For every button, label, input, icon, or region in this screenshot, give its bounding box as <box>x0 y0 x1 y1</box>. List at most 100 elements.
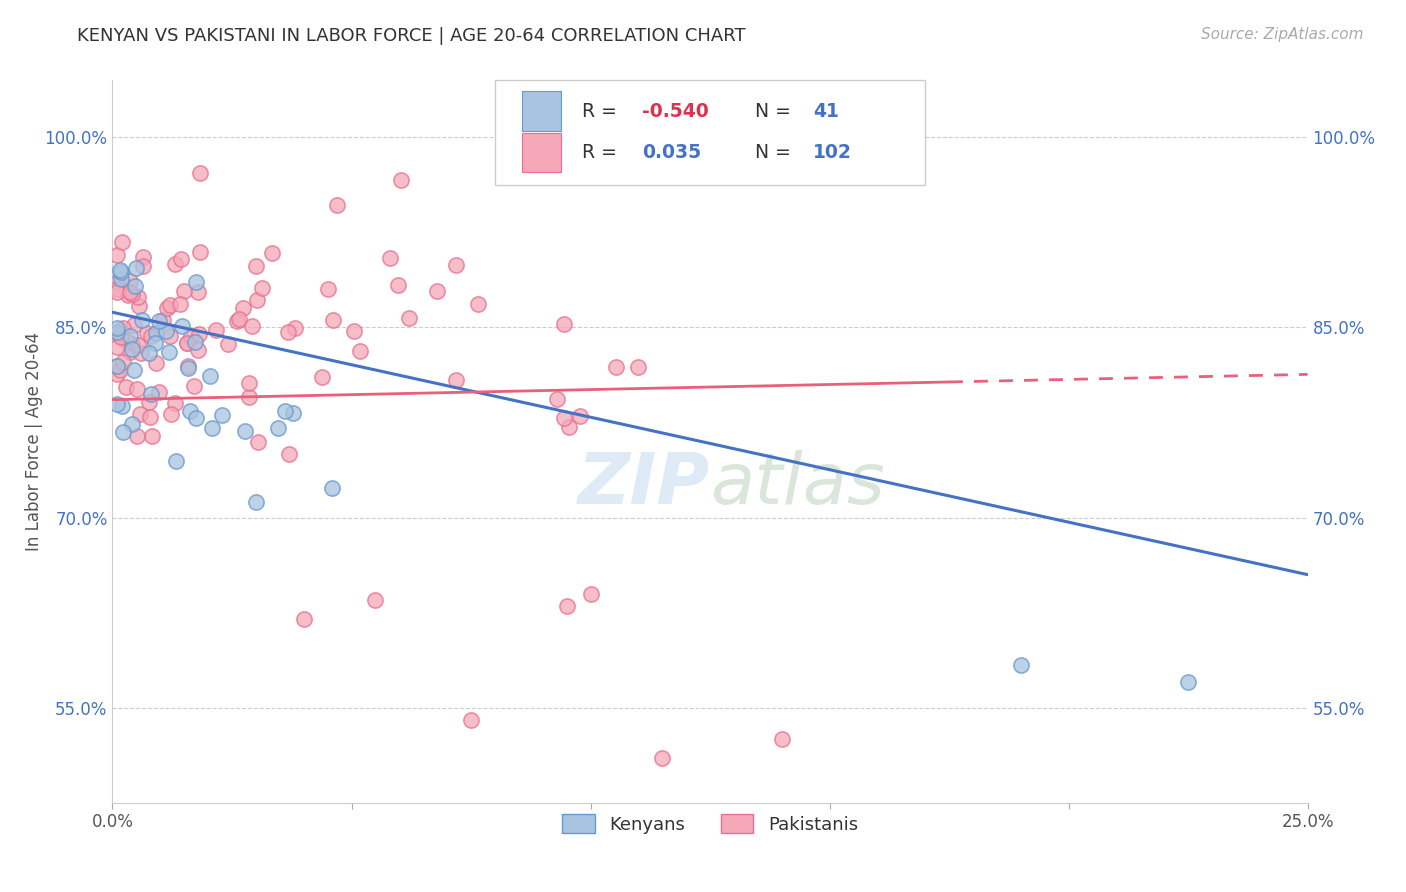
Point <box>159 328 181 343</box>
Point <box>186 411 208 425</box>
Point <box>467 297 489 311</box>
Point <box>117 288 139 302</box>
Point <box>267 420 290 434</box>
Point <box>120 285 142 299</box>
Point <box>277 447 299 461</box>
Point <box>121 342 143 356</box>
Point <box>233 424 256 438</box>
Point <box>292 612 315 626</box>
Point <box>205 323 228 337</box>
Point <box>105 396 128 410</box>
Text: 102: 102 <box>813 143 852 162</box>
Point <box>110 271 132 285</box>
Point <box>378 251 401 265</box>
Point <box>122 363 145 377</box>
Text: N =: N = <box>755 102 797 120</box>
Point <box>105 359 128 374</box>
Point <box>110 330 132 344</box>
Point <box>120 344 142 359</box>
Point <box>120 274 142 288</box>
Point <box>121 287 143 301</box>
Point <box>105 285 128 299</box>
Point <box>135 326 157 340</box>
Point <box>157 344 180 359</box>
Point <box>245 495 267 509</box>
Point <box>311 369 333 384</box>
Point <box>118 328 141 343</box>
Point <box>139 329 162 343</box>
Point <box>169 252 191 266</box>
Point <box>188 167 211 181</box>
Point <box>145 356 167 370</box>
Point <box>117 334 139 348</box>
Point <box>132 250 155 264</box>
Point <box>184 335 207 350</box>
Point <box>160 407 183 421</box>
Y-axis label: In Labor Force | Age 20-64: In Labor Force | Age 20-64 <box>24 332 42 551</box>
Text: KENYAN VS PAKISTANI IN LABOR FORCE | AGE 20-64 CORRELATION CHART: KENYAN VS PAKISTANI IN LABOR FORCE | AGE… <box>77 27 747 45</box>
Point <box>169 297 191 311</box>
Point <box>176 335 198 350</box>
Point <box>177 359 200 373</box>
Point <box>342 324 364 338</box>
Point <box>188 327 211 342</box>
Point <box>131 259 153 273</box>
Point <box>105 320 128 334</box>
Point <box>127 338 149 352</box>
Point <box>252 281 274 295</box>
Point <box>111 321 134 335</box>
Point <box>121 337 143 351</box>
Point <box>284 320 307 334</box>
Text: 41: 41 <box>813 102 839 120</box>
Point <box>105 282 128 296</box>
Point <box>1177 675 1199 690</box>
Point <box>446 372 468 386</box>
Point <box>148 385 170 400</box>
Point <box>124 279 146 293</box>
Point <box>553 411 575 425</box>
Point <box>122 318 145 332</box>
Point <box>131 346 153 360</box>
Point <box>198 368 221 383</box>
Point <box>240 319 263 334</box>
Point <box>217 337 239 351</box>
Point <box>322 313 344 327</box>
Point <box>232 301 254 315</box>
Point <box>460 714 482 728</box>
Point <box>180 329 202 343</box>
Point <box>262 246 284 260</box>
Point <box>389 173 412 187</box>
Point <box>105 359 128 373</box>
Point <box>138 345 160 359</box>
Point <box>165 454 187 468</box>
Point <box>1010 657 1032 672</box>
Point <box>111 235 134 249</box>
Point <box>129 407 152 421</box>
Point <box>105 367 128 381</box>
FancyBboxPatch shape <box>523 133 561 172</box>
Point <box>148 314 170 328</box>
Point <box>557 419 579 434</box>
Point <box>426 285 449 299</box>
Text: R =: R = <box>582 143 623 162</box>
Point <box>186 276 208 290</box>
Point <box>605 360 627 375</box>
Point <box>145 326 167 340</box>
Point <box>187 285 209 299</box>
Point <box>111 399 134 413</box>
Point <box>555 599 578 614</box>
Point <box>105 340 128 354</box>
Point <box>188 245 211 260</box>
Point <box>139 409 162 424</box>
FancyBboxPatch shape <box>523 92 561 131</box>
Point <box>238 376 260 390</box>
Point <box>125 260 148 275</box>
Point <box>170 318 193 333</box>
Point <box>121 417 143 432</box>
Point <box>108 329 131 343</box>
Point <box>187 343 209 358</box>
Text: -0.540: -0.540 <box>643 102 709 120</box>
Point <box>173 284 195 298</box>
Point <box>246 293 269 307</box>
Point <box>105 275 128 289</box>
